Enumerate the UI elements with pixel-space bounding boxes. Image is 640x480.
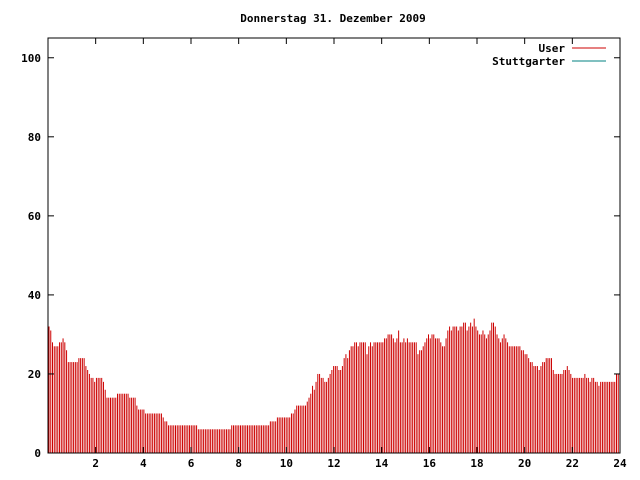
chart-title: Donnerstag 31. Dezember 2009	[240, 12, 425, 25]
y-tick-label: 0	[34, 447, 41, 460]
bars-group	[48, 318, 619, 453]
x-tick-label: 4	[140, 457, 147, 470]
x-tick-label: 24	[613, 457, 627, 470]
x-tick-label: 8	[235, 457, 242, 470]
y-tick-label: 60	[28, 210, 41, 223]
legend-label-stuttgarter: Stuttgarter	[492, 55, 565, 68]
x-tick-label: 20	[518, 457, 531, 470]
x-tick-label: 22	[566, 457, 579, 470]
legend-label-user: User	[539, 42, 566, 55]
x-tick-label: 14	[375, 457, 389, 470]
x-tick-label: 12	[327, 457, 340, 470]
y-tick-label: 40	[28, 289, 41, 302]
x-tick-label: 18	[470, 457, 483, 470]
y-tick-label: 20	[28, 368, 41, 381]
x-tick-label: 10	[280, 457, 293, 470]
plot-frame	[47, 37, 621, 454]
x-tick-label: 2	[92, 457, 99, 470]
y-tick-label: 100	[21, 52, 41, 65]
y-tick-label: 80	[28, 131, 41, 144]
legend: User Stuttgarter	[492, 42, 606, 68]
x-tick-label: 6	[188, 457, 195, 470]
x-tick-label: 16	[423, 457, 437, 470]
